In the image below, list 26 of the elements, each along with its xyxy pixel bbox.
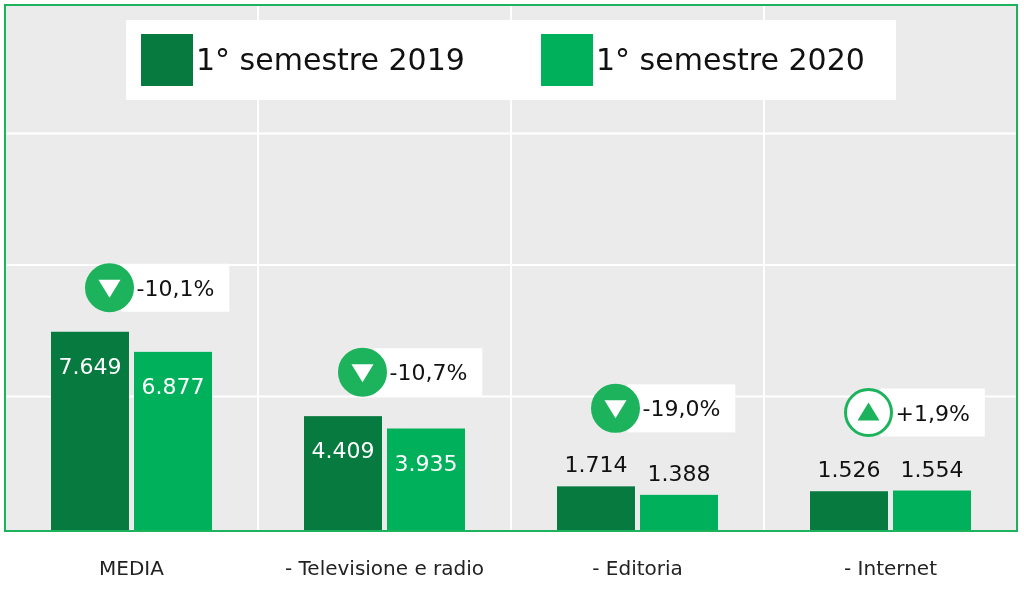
bar bbox=[810, 491, 888, 531]
bar bbox=[304, 416, 382, 531]
legend-label: 1° semestre 2020 bbox=[596, 42, 865, 77]
x-tick-label: - Editoria bbox=[592, 556, 683, 581]
bar bbox=[134, 351, 212, 531]
annotation: -19,0% bbox=[642, 396, 721, 422]
x-tick-label: - Internet bbox=[844, 556, 938, 581]
data-label: 1.526 bbox=[817, 457, 881, 483]
data-label: 1.714 bbox=[564, 452, 628, 478]
x-tick-label: MEDIA bbox=[99, 556, 165, 581]
data-label: 3.935 bbox=[394, 450, 458, 476]
bar bbox=[51, 331, 129, 531]
x-tick-label: - Televisione e radio bbox=[284, 556, 485, 581]
legend-label: 1° semestre 2019 bbox=[196, 42, 465, 77]
annotation: -10,7% bbox=[389, 360, 468, 386]
data-label: 1.554 bbox=[900, 456, 964, 482]
annotation: +1,9% bbox=[895, 400, 970, 426]
text: -10,1% bbox=[136, 275, 215, 301]
data-label: 7.649 bbox=[58, 353, 122, 379]
bar bbox=[557, 486, 635, 531]
bar bbox=[893, 490, 971, 531]
data-label: 1.388 bbox=[647, 460, 711, 486]
data-label: 6.877 bbox=[141, 373, 205, 399]
data-label: 4.409 bbox=[311, 438, 375, 464]
bar bbox=[640, 494, 718, 531]
bar bbox=[387, 428, 465, 531]
